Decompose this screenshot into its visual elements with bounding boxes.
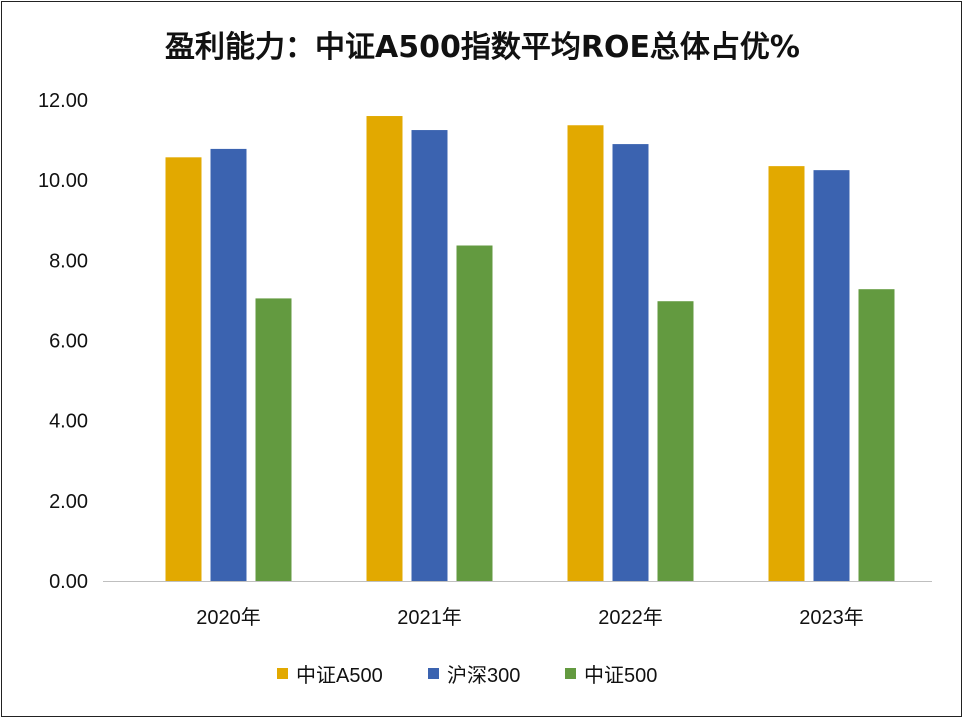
bar-2-4	[813, 170, 850, 582]
legend-label: 中证A500	[296, 664, 383, 687]
chart-title: 盈利能力：中证A500指数平均ROE总体占优%	[165, 30, 800, 65]
y-axis: 0.00 2.00 4.00 6.00 8.00 10.00 12.00	[38, 90, 88, 593]
legend-swatch	[565, 668, 576, 679]
legend-label: 沪深300	[447, 664, 520, 687]
bar-1-3	[567, 125, 604, 581]
bar-2-2	[411, 130, 448, 581]
bar-1-1	[165, 157, 202, 582]
y-tick-label: 4.00	[49, 411, 88, 433]
legend-swatch	[277, 668, 288, 679]
bar-3-3	[657, 301, 694, 581]
x-tick-label: 2021年	[397, 606, 462, 629]
bar-1-2	[366, 116, 403, 582]
x-tick-label: 2020年	[196, 606, 261, 629]
legend-swatch	[428, 668, 439, 679]
bar-3-1	[255, 298, 292, 581]
bar-3-2	[456, 245, 493, 581]
y-tick-label: 12.00	[38, 90, 88, 112]
legend-label: 中证500	[584, 664, 657, 687]
x-axis: 2020年 2021年 2022年 2023年	[103, 581, 932, 629]
x-tick-label: 2022年	[598, 606, 663, 629]
y-tick-label: 10.00	[38, 170, 88, 192]
bar-2-1	[210, 148, 247, 581]
legend: 中证A500 沪深300 中证500	[277, 664, 657, 687]
bar-3-4	[858, 289, 895, 581]
bar-1-4	[768, 166, 805, 581]
y-tick-label: 0.00	[49, 571, 88, 593]
x-tick-label: 2023年	[799, 606, 864, 629]
y-tick-label: 2.00	[49, 491, 88, 513]
plot-area	[165, 116, 895, 582]
y-tick-label: 8.00	[49, 250, 88, 272]
bar-2-3	[612, 144, 649, 581]
y-tick-label: 6.00	[49, 331, 88, 353]
